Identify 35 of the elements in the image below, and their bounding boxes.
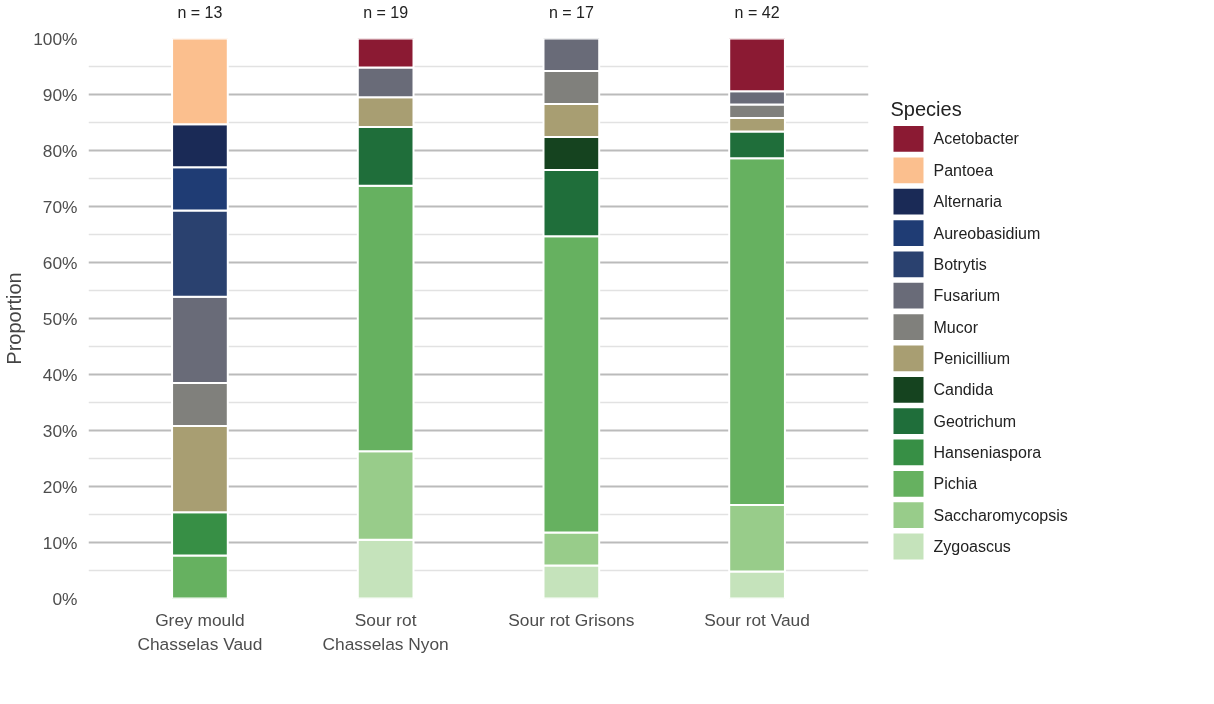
legend-label: Mucor <box>933 318 979 336</box>
y-tick-label: 80% <box>42 140 78 161</box>
legend-label: Pichia <box>933 475 978 493</box>
legend-label: Acetobacter <box>933 130 1020 148</box>
text: n = 17 <box>548 3 594 21</box>
legend-label: Fusarium <box>933 287 1001 305</box>
legend-title: Species <box>890 98 962 121</box>
legend-label: Pantoea <box>933 161 994 179</box>
legend-label: Saccharomycopsis <box>933 506 1068 524</box>
text: n = 42 <box>734 3 780 21</box>
y-tick-label: 100% <box>33 28 78 49</box>
y-tick-label: 60% <box>42 252 78 273</box>
y-tick-label: 90% <box>42 84 78 105</box>
text: n = 13 <box>177 3 223 21</box>
y-tick-label: 50% <box>42 308 78 329</box>
x-tick-label: Sour rot Vaud <box>704 609 810 630</box>
legend-label: Candida <box>933 381 994 399</box>
y-tick-label: 40% <box>42 364 78 385</box>
text: n = 19 <box>363 3 409 21</box>
x-tick-label: Sour rot Chasselas Nyon <box>322 609 449 654</box>
legend-label: Alternaria <box>933 193 1003 211</box>
y-tick-label: 70% <box>42 196 78 217</box>
legend-label: Geotrichum <box>933 412 1017 430</box>
y-tick-label: 0% <box>52 588 78 609</box>
x-tick-label: Sour rot Grisons <box>508 609 635 630</box>
legend-label: Penicillium <box>933 349 1010 367</box>
y-tick-label: 20% <box>42 476 78 497</box>
legend-label: Zygoascus <box>933 537 1011 555</box>
x-tick-label: Grey mould Chasselas Vaud <box>137 609 263 654</box>
legend-label: Hanseniaspora <box>933 443 1042 461</box>
y-tick-label: 10% <box>42 532 78 553</box>
legend-label: Aureobasidium <box>933 224 1041 242</box>
y-tick-label: 30% <box>42 420 78 441</box>
y-axis-title: Proportion <box>3 272 26 365</box>
legend-label: Botrytis <box>933 255 987 273</box>
